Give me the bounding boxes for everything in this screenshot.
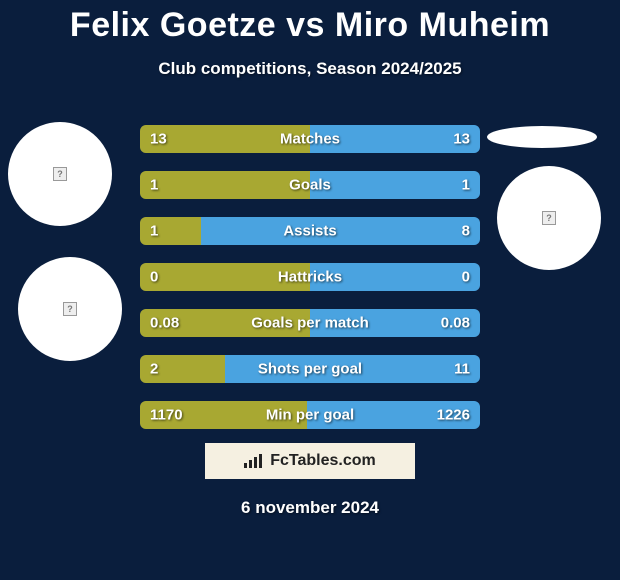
bar-right xyxy=(201,217,480,245)
stat-row: 0 0 Hattricks xyxy=(140,263,480,291)
stat-label: Goals per match xyxy=(251,315,369,332)
image-placeholder-icon: ? xyxy=(542,211,556,225)
bar-left xyxy=(140,171,310,199)
avatar-right: ? xyxy=(497,166,601,270)
avatar-left-1: ? xyxy=(8,122,112,226)
value-right: 1 xyxy=(462,177,470,194)
stat-row: 1 1 Goals xyxy=(140,171,480,199)
value-left: 2 xyxy=(150,361,158,378)
stat-row: 13 13 Matches xyxy=(140,125,480,153)
image-placeholder-icon: ? xyxy=(63,302,77,316)
subtitle: Club competitions, Season 2024/2025 xyxy=(0,59,620,79)
value-right: 0 xyxy=(462,269,470,286)
value-left: 1 xyxy=(150,177,158,194)
avatar-left-2: ? xyxy=(18,257,122,361)
stat-label: Shots per goal xyxy=(258,361,362,378)
stat-label: Assists xyxy=(283,223,336,240)
decor-ellipse xyxy=(487,126,597,148)
logo-text: FcTables.com xyxy=(270,452,376,470)
value-right: 0.08 xyxy=(441,315,470,332)
value-left: 0.08 xyxy=(150,315,179,332)
page-title: Felix Goetze vs Miro Muheim xyxy=(0,0,620,45)
stats-container: 1313Matches11Goals18Assists00Hattricks0.… xyxy=(140,125,480,447)
value-left: 1 xyxy=(150,223,158,240)
value-right: 8 xyxy=(462,223,470,240)
stat-label: Matches xyxy=(280,131,340,148)
stat-row: 1170 1226 Min per goal xyxy=(140,401,480,429)
stat-label: Hattricks xyxy=(278,269,342,286)
site-logo: FcTables.com xyxy=(205,443,415,479)
value-right: 1226 xyxy=(437,407,470,424)
value-left: 1170 xyxy=(150,407,183,424)
stat-label: Min per goal xyxy=(266,407,354,424)
bar-right xyxy=(310,171,480,199)
stat-row: 1 8 Assists xyxy=(140,217,480,245)
value-right: 13 xyxy=(453,131,470,148)
value-left: 13 xyxy=(150,131,167,148)
logo-chart-icon xyxy=(244,454,264,468)
value-right: 11 xyxy=(454,361,470,378)
image-placeholder-icon: ? xyxy=(53,167,67,181)
stat-row: 2 11 Shots per goal xyxy=(140,355,480,383)
date-label: 6 november 2024 xyxy=(241,498,379,518)
stat-label: Goals xyxy=(289,177,331,194)
value-left: 0 xyxy=(150,269,158,286)
stat-row: 0.08 0.08 Goals per match xyxy=(140,309,480,337)
